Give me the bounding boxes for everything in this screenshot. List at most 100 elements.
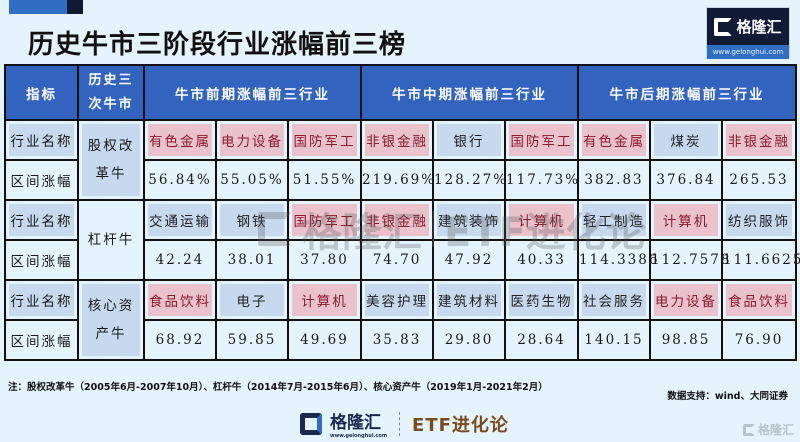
gain-cell: 55.05% — [215, 159, 289, 201]
gain-cell: 76.90 — [721, 319, 798, 361]
bull-market-name: 杠杆牛 — [77, 199, 145, 281]
gain-cell: 42.24 — [143, 239, 217, 281]
industry-cell: 国防军工 — [286, 119, 363, 161]
footnote: 注：股权改革牛（2005年6月-2007年10月）、杠杆牛（2014年7月-20… — [8, 382, 548, 393]
industry-cell: 建筑装饰 — [432, 199, 507, 241]
gain-cell: 56.84% — [143, 159, 217, 201]
gain-cell: 112.7578 — [649, 239, 729, 281]
header-early-stage: 牛市前期涨幅前三行业 — [142, 64, 363, 121]
footer-divider — [399, 411, 401, 436]
industry-cell: 计算机 — [504, 199, 580, 241]
industry-cell: 建筑材料 — [432, 279, 507, 321]
table-row-gain: 区间涨幅 68.92 59.85 49.69 35.83 29.80 28.64… — [4, 319, 798, 361]
bull-name-line2: 革牛 — [95, 166, 127, 182]
corner-watermark-text: 格隆汇 — [757, 423, 794, 437]
footer-brand-name: 格隆汇 — [330, 413, 381, 433]
bull-name-line2: 产牛 — [95, 326, 127, 342]
table-row-industry: 行业名称 股权改 革牛 有色金属 电力设备 国防军工 非银金融 银行 国防军工 … — [4, 119, 798, 201]
industry-cell: 国防军工 — [504, 119, 580, 161]
gain-cell: 382.83 — [577, 159, 652, 201]
corner-g-icon — [742, 423, 755, 436]
industry-gains-table: 指标 历史三 次牛市 牛市前期涨幅前三行业 牛市中期涨幅前三行业 牛市后期涨幅前… — [4, 64, 800, 361]
industry-cell: 计算机 — [649, 199, 724, 241]
industry-cell: 食品饮料 — [143, 279, 217, 321]
industry-cell: 食品饮料 — [721, 279, 798, 321]
header-row: 指标 历史三 次牛市 牛市前期涨幅前三行业 牛市中期涨幅前三行业 牛市后期涨幅前… — [4, 64, 798, 121]
gain-cell: 59.85 — [215, 319, 289, 361]
gain-cell: 140.15 — [577, 319, 652, 361]
table-row-industry: 行业名称 核心资 产牛 食品饮料 电子 计算机 美容护理 建筑材料 医药生物 社… — [4, 279, 798, 361]
table-row-industry: 行业名称 杠杆牛 交通运输 钢铁 国防军工 非银金融 建筑装饰 计算机 轻工制造… — [4, 199, 798, 281]
data-source: 数据支持：wind、大同证券 — [667, 391, 788, 402]
row-label-industry: 行业名称 — [4, 119, 79, 161]
table-row-gain: 区间涨幅 56.84% 55.05% 51.55% 219.69% 128.27… — [4, 159, 798, 201]
row-label-gain: 区间涨幅 — [4, 319, 79, 361]
industry-cell: 计算机 — [286, 279, 363, 321]
bull-market-name: 股权改 革牛 — [77, 119, 145, 201]
bull-name-line1: 核心资 — [87, 298, 135, 314]
industry-cell: 社会服务 — [577, 279, 652, 321]
gain-cell: 35.83 — [360, 319, 435, 361]
row-label-industry: 行业名称 — [4, 279, 79, 321]
industry-cell: 电子 — [215, 279, 289, 321]
top-accent-bar-dark — [67, 0, 83, 14]
gain-cell: 111.6625 — [721, 239, 800, 281]
header-bull-market: 历史三 次牛市 — [77, 64, 145, 121]
page-title: 历史牛市三阶段行业涨幅前三榜 — [28, 30, 407, 60]
gelonghui-logo: 格隆汇 www.gelonghui.com — [706, 7, 790, 59]
industry-cell: 非银金融 — [360, 199, 435, 241]
header-indicator: 指标 — [4, 64, 79, 121]
gain-cell: 37.80 — [286, 239, 363, 281]
row-label-gain: 区间涨幅 — [4, 159, 79, 201]
industry-cell: 轻工制造 — [577, 199, 652, 241]
gelonghui-g-icon — [714, 17, 733, 36]
industry-cell: 电力设备 — [649, 279, 724, 321]
table-row-gain: 区间涨幅 42.24 38.01 37.80 74.70 47.92 40.33… — [4, 239, 800, 281]
bull-name-line1: 股权改 — [87, 138, 135, 154]
gain-cell: 47.92 — [432, 239, 507, 281]
gain-cell: 117.73% — [504, 159, 580, 201]
industry-cell: 非银金融 — [360, 119, 435, 161]
industry-cell: 钢铁 — [215, 199, 289, 241]
gain-cell: 265.53 — [721, 159, 798, 201]
gain-cell: 98.85 — [649, 319, 724, 361]
top-accent-bar — [9, 0, 83, 14]
bull-market-name: 核心资 产牛 — [77, 279, 145, 361]
gain-cell: 219.69% — [360, 159, 434, 201]
footer-brand: 格隆汇 www.gelonghui.com ETF进化论 — [300, 408, 509, 439]
bull-name-line1: 杠杆牛 — [87, 232, 135, 248]
corner-watermark: 格隆汇 — [742, 421, 794, 438]
footer-series: ETF进化论 — [412, 414, 509, 436]
gain-cell: 40.33 — [504, 239, 580, 281]
industry-cell: 交通运输 — [143, 199, 217, 241]
industry-cell: 银行 — [432, 119, 507, 161]
gain-cell: 38.01 — [215, 239, 289, 281]
industry-cell: 医药生物 — [504, 279, 580, 321]
industry-cell: 有色金属 — [143, 119, 217, 161]
logo-name: 格隆汇 — [736, 18, 782, 36]
gain-cell: 29.80 — [432, 319, 507, 361]
industry-cell: 纺织服饰 — [721, 199, 798, 241]
row-label-gain: 区间涨幅 — [4, 239, 79, 281]
footer-brand-url: www.gelonghui.com — [330, 433, 388, 439]
footer-g-icon — [300, 412, 322, 435]
header-middle-stage: 牛市中期涨幅前三行业 — [360, 64, 580, 121]
gain-cell: 28.64 — [504, 319, 580, 361]
logo-url: www.gelonghui.com — [707, 45, 789, 59]
gain-cell: 49.69 — [286, 319, 363, 361]
industry-cell: 有色金属 — [577, 119, 652, 161]
gain-cell: 68.92 — [143, 319, 217, 361]
industry-cell: 美容护理 — [360, 279, 435, 321]
industry-cell: 电力设备 — [215, 119, 289, 161]
industry-cell: 国防军工 — [286, 199, 363, 241]
header-late-stage: 牛市后期涨幅前三行业 — [577, 64, 798, 121]
gain-cell: 114.3386 — [577, 239, 657, 281]
gain-cell: 51.55% — [286, 159, 363, 201]
header-bull-market-line2: 次牛市 — [88, 96, 134, 112]
industry-cell: 煤炭 — [649, 119, 724, 161]
gain-cell: 74.70 — [360, 239, 435, 281]
gain-cell: 128.27% — [432, 159, 506, 201]
row-label-industry: 行业名称 — [4, 199, 79, 241]
header-bull-market-line1: 历史三 — [88, 72, 134, 88]
gain-cell: 376.84 — [649, 159, 724, 201]
